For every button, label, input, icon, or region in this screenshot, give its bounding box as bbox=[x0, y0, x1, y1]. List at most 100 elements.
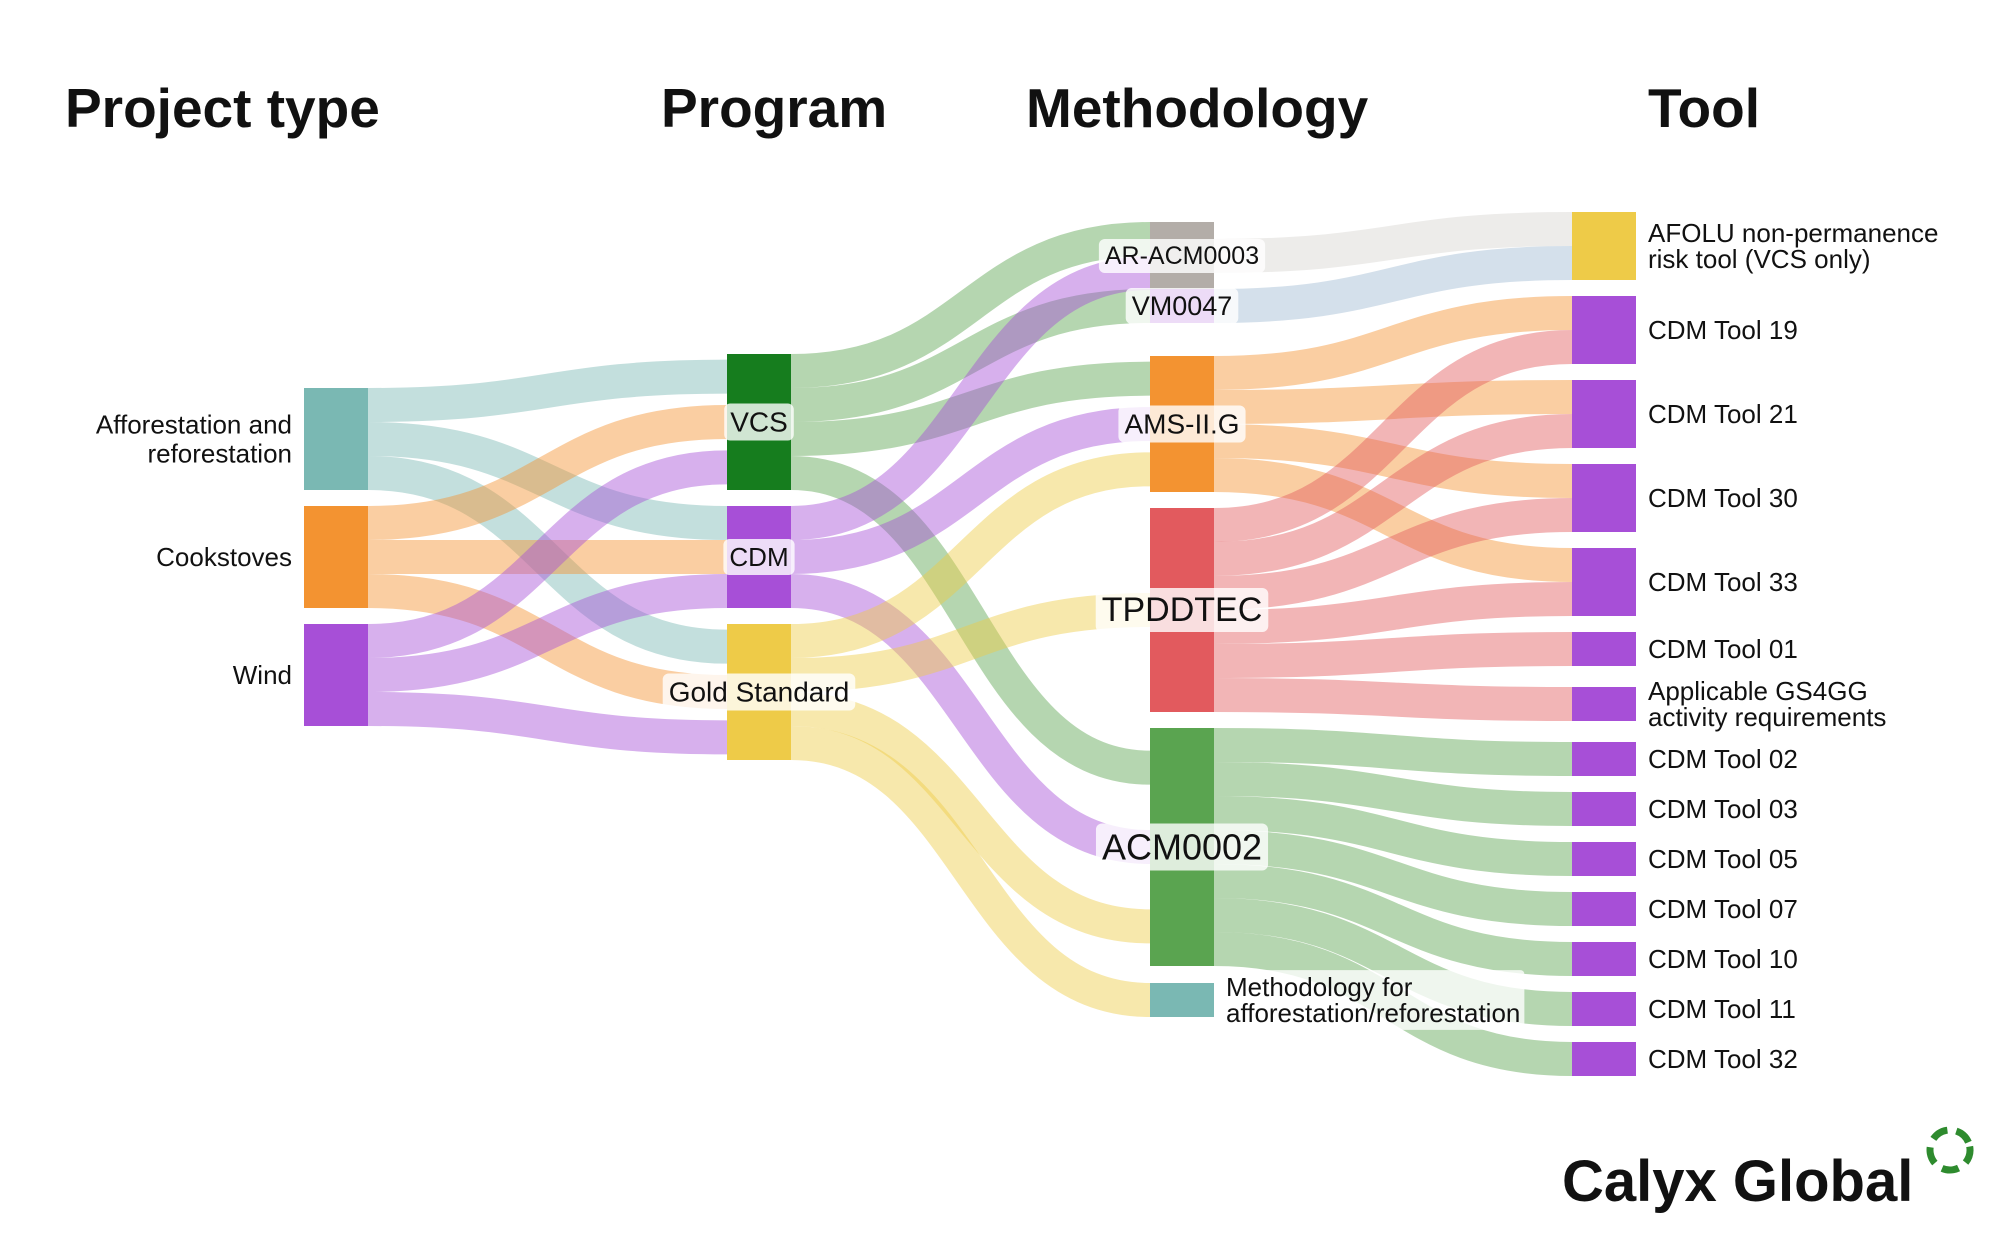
sankey-node-t30 bbox=[1572, 464, 1636, 532]
sankey-link-tpd-t19 bbox=[1213, 330, 1573, 542]
node-label-background bbox=[1095, 588, 1269, 632]
sankey-node-t03 bbox=[1572, 792, 1636, 826]
node-label-background bbox=[662, 673, 856, 711]
node-label-line: CDM Tool 01 bbox=[1648, 634, 1798, 664]
sankey-link-vm-afolu bbox=[1213, 246, 1573, 323]
brand-name: Calyx Global bbox=[1562, 1149, 1913, 1214]
sankey-link-tpd-t33 bbox=[1213, 582, 1573, 644]
node-label-t21: CDM Tool 21 bbox=[1648, 399, 1798, 429]
node-label-line: CDM Tool 21 bbox=[1648, 399, 1798, 429]
node-label-t33: CDM Tool 33 bbox=[1648, 567, 1798, 597]
sankey-link-vcs-acm bbox=[790, 456, 1151, 785]
sankey-node-wind bbox=[304, 624, 368, 726]
node-label-line: CDM Tool 33 bbox=[1648, 567, 1798, 597]
node-label-t11: CDM Tool 11 bbox=[1648, 994, 1796, 1024]
node-label-t32: CDM Tool 32 bbox=[1648, 1044, 1798, 1074]
sankey-node-t05 bbox=[1572, 842, 1636, 876]
sankey-link-acm-t07 bbox=[1213, 830, 1573, 926]
sankey-link-aff-vcs bbox=[367, 359, 728, 422]
logo-ring bbox=[1926, 1126, 1974, 1174]
node-label-background bbox=[1125, 288, 1239, 324]
sankey-link-ams-t30 bbox=[1213, 424, 1573, 498]
sankey-node-t32 bbox=[1572, 1042, 1636, 1076]
sankey-node-t33 bbox=[1572, 548, 1636, 616]
sankey-node-t21 bbox=[1572, 380, 1636, 448]
node-label-t10: CDM Tool 10 bbox=[1648, 944, 1798, 974]
node-label-line: AFOLU non-permanence bbox=[1648, 218, 1938, 248]
sankey-link-gs-acm bbox=[790, 692, 1151, 944]
column-title-methodology: Methodology bbox=[1026, 77, 1369, 139]
sankey-link-ar-afolu bbox=[1213, 212, 1573, 273]
sankey-link-cook-vcs bbox=[367, 405, 728, 540]
sankey-link-tpd-gs4 bbox=[1213, 678, 1573, 721]
node-label-line: Applicable GS4GG bbox=[1648, 676, 1868, 706]
node-label-line: CDM Tool 05 bbox=[1648, 844, 1798, 874]
node-label-gs4: Applicable GS4GG activity requirements bbox=[1648, 676, 1886, 732]
sankey-node-gs4 bbox=[1572, 687, 1636, 721]
sankey-links bbox=[367, 212, 1573, 1076]
sankey-link-vcs-ar bbox=[790, 222, 1151, 388]
sankey-node-t11 bbox=[1572, 992, 1636, 1026]
sankey-node-t07 bbox=[1572, 892, 1636, 926]
node-label-tpd: TPDDTEC bbox=[1102, 591, 1263, 629]
node-label-line: CDM Tool 07 bbox=[1648, 894, 1798, 924]
node-label-wind: Wind bbox=[233, 660, 292, 690]
node-label-ams: AMS-II.G bbox=[1124, 409, 1239, 440]
node-label-background bbox=[723, 539, 795, 575]
node-label-line: CDM Tool 30 bbox=[1648, 483, 1798, 513]
node-label-cdm: CDM bbox=[729, 542, 788, 572]
column-title-project-type: Project type bbox=[65, 77, 380, 139]
sankey-link-tpd-t01 bbox=[1213, 632, 1573, 678]
node-label-t01: CDM Tool 01 bbox=[1648, 634, 1798, 664]
column-titles: Project type Program Methodology Tool bbox=[65, 77, 1760, 139]
sankey-link-ams-t33 bbox=[1213, 458, 1573, 582]
node-label-line: CDM Tool 11 bbox=[1648, 994, 1796, 1024]
sankey-link-tpd-t21 bbox=[1213, 414, 1573, 576]
node-label-aff: Afforestation and reforestation bbox=[96, 409, 292, 468]
node-label-line: CDM Tool 19 bbox=[1648, 315, 1798, 345]
node-label-t02: CDM Tool 02 bbox=[1648, 744, 1798, 774]
sankey-link-ams-t21 bbox=[1213, 380, 1573, 424]
node-label-line: afforestation/reforestation bbox=[1226, 998, 1520, 1028]
sankey-node-t02 bbox=[1572, 742, 1636, 776]
sankey-link-aff-cdm bbox=[367, 422, 728, 540]
sankey-link-acm-t03 bbox=[1213, 762, 1573, 826]
node-label-line: Methodology for bbox=[1226, 972, 1413, 1002]
sankey-node-afolu bbox=[1572, 212, 1636, 280]
sankey-link-gs-mfa bbox=[790, 726, 1151, 1017]
sankey-node-aff bbox=[304, 388, 368, 490]
node-label-background bbox=[1118, 405, 1246, 443]
node-label-line: risk tool (VCS only) bbox=[1648, 244, 1871, 274]
sankey-node-t01 bbox=[1572, 632, 1636, 666]
node-label-line: CDM Tool 32 bbox=[1648, 1044, 1798, 1074]
node-label-t07: CDM Tool 07 bbox=[1648, 894, 1798, 924]
node-label-vm: VM0047 bbox=[1132, 291, 1233, 321]
sankey-link-cdm-ams bbox=[790, 407, 1151, 574]
sankey-node-t10 bbox=[1572, 942, 1636, 976]
sankey-node-t19 bbox=[1572, 296, 1636, 364]
sankey-link-gs-tpd bbox=[790, 593, 1151, 692]
sankey-node-mfa bbox=[1150, 983, 1214, 1017]
node-label-line: activity requirements bbox=[1648, 702, 1886, 732]
sankey-link-wind-vcs bbox=[367, 450, 728, 658]
node-label-line: reforestation bbox=[147, 439, 292, 469]
node-label-line: Afforestation and bbox=[96, 409, 292, 439]
node-label-line: CDM Tool 02 bbox=[1648, 744, 1798, 774]
sankey-link-gs-ams bbox=[790, 452, 1151, 658]
node-label-background bbox=[1098, 239, 1266, 273]
sankey-link-cdm-ar bbox=[790, 256, 1151, 540]
node-label-afolu: AFOLU non-permanence risk tool (VCS only) bbox=[1648, 218, 1938, 274]
sankey-link-wind-gs bbox=[367, 692, 728, 755]
node-label-line: Cookstoves bbox=[156, 542, 292, 572]
sankey-link-vcs-ams bbox=[790, 361, 1151, 456]
node-label-background bbox=[1095, 823, 1269, 871]
node-label-mfa: Methodology for afforestation/reforestati… bbox=[1226, 972, 1520, 1028]
sankey-link-cook-gs bbox=[367, 574, 728, 709]
node-label-t30: CDM Tool 30 bbox=[1648, 483, 1798, 513]
sankey-link-tpd-t30 bbox=[1213, 498, 1573, 610]
column-title-program: Program bbox=[661, 77, 887, 139]
node-label-t19: CDM Tool 19 bbox=[1648, 315, 1798, 345]
sankey-link-wind-cdm bbox=[367, 574, 728, 692]
node-label-background bbox=[724, 403, 794, 441]
